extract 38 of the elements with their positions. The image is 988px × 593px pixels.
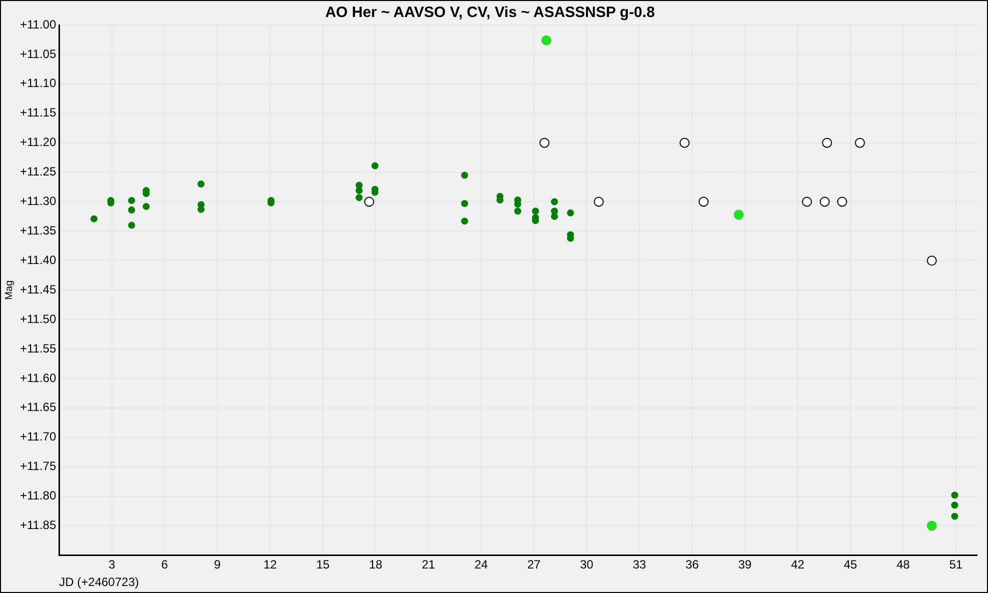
x-tick-label: 9 — [214, 558, 222, 572]
y-tick-label: +11.55 — [20, 341, 56, 356]
x-tick-label: 42 — [790, 558, 805, 572]
x-tick-label: 3 — [108, 558, 116, 572]
y-tick-label: +11.65 — [20, 400, 56, 414]
y-tick-label: +11.20 — [20, 135, 56, 150]
x-tick-label: 36 — [685, 558, 700, 572]
y-tick-label: +11.75 — [20, 459, 56, 474]
x-tick-label: 6 — [161, 558, 168, 572]
x-tick-label: 33 — [632, 558, 646, 572]
x-axis-title: JD (+2460723) — [59, 575, 139, 590]
x-tick-label: 48 — [896, 558, 910, 572]
x-tick-label: 39 — [738, 558, 752, 572]
y-axis-title: Mag — [4, 280, 15, 300]
y-tick-label: +11.05 — [20, 46, 56, 61]
x-tick-label: 12 — [263, 558, 278, 572]
x-tick-label: 21 — [422, 558, 436, 572]
y-tick-label: +11.80 — [20, 488, 56, 503]
x-tick-label: 45 — [844, 558, 858, 572]
chart-title: AO Her ~ AAVSO V, CV, Vis ~ ASASSNSP g-0.8 — [325, 4, 655, 22]
x-tick-label: 27 — [527, 558, 541, 572]
x-tick-label: 24 — [474, 558, 488, 572]
x-tick-label: 51 — [949, 558, 963, 572]
y-tick-label: +11.60 — [20, 370, 56, 385]
y-tick-label: +11.15 — [20, 106, 56, 120]
x-tick-label: 30 — [580, 558, 594, 572]
x-tick-label: 18 — [368, 558, 383, 572]
y-tick-label: +11.00 — [20, 17, 56, 32]
y-tick-label: +11.45 — [20, 282, 56, 296]
y-tick-label: +11.85 — [20, 518, 56, 532]
y-tick-label: +11.10 — [20, 76, 56, 90]
x-tick-label: 15 — [316, 558, 330, 572]
y-tick-label: +11.35 — [20, 224, 56, 238]
y-tick-label: +11.30 — [20, 194, 56, 208]
y-tick-label: +11.50 — [20, 312, 56, 326]
y-tick-label: +11.25 — [20, 164, 56, 179]
y-tick-label: +11.40 — [20, 252, 56, 267]
y-tick-label: +11.70 — [20, 430, 56, 444]
